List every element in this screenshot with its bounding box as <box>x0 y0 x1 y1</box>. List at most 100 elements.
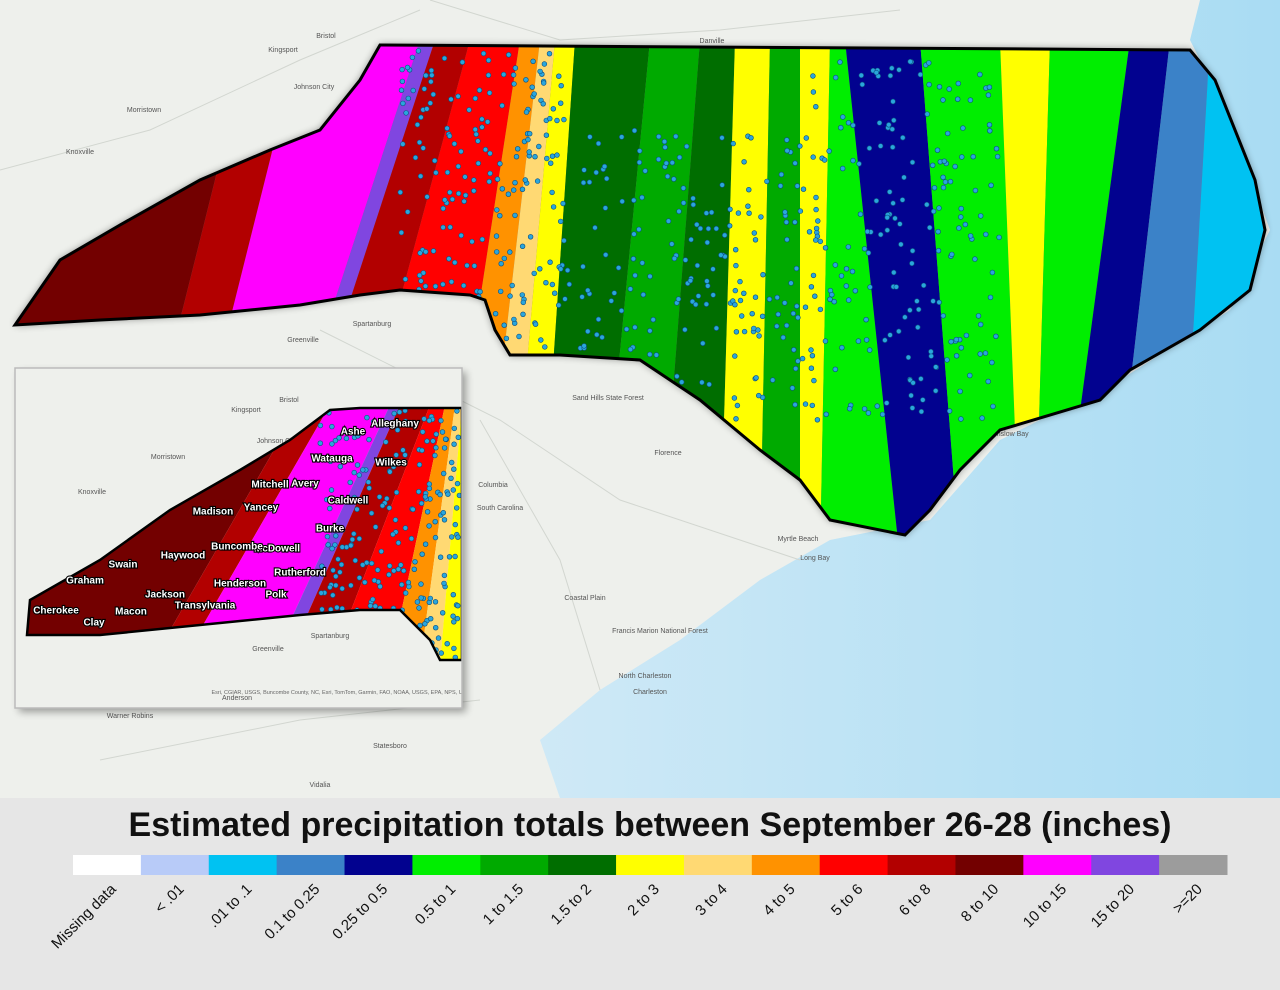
gauge-dot <box>902 314 908 320</box>
gauge-dot <box>758 214 764 220</box>
gauge-dot <box>451 425 457 432</box>
precip-band <box>180 408 390 660</box>
county-label: Swain <box>109 560 138 571</box>
gauge-dot <box>424 509 431 515</box>
gauge-dot <box>636 159 643 166</box>
gauge-dot <box>349 536 356 543</box>
gauge-dot <box>778 171 785 178</box>
gauge-dot <box>335 556 341 562</box>
gauge-dot <box>556 73 562 79</box>
gauge-dot <box>437 491 443 498</box>
gauge-dot <box>962 221 968 228</box>
gauge-dot <box>987 294 994 301</box>
inset: Bristol Kingsport Johnson City Morristown Kn… <box>15 368 462 708</box>
gauge-dot <box>956 225 962 231</box>
gauge-dot <box>401 567 407 574</box>
gauge-dot <box>810 73 816 79</box>
gauge-dot <box>333 582 339 589</box>
gauge-dot <box>501 322 507 328</box>
gauge-dot <box>498 261 504 267</box>
gauge-dot <box>811 377 817 384</box>
gauge-dot <box>940 313 946 319</box>
gauge-dot <box>647 273 653 280</box>
county-label: Ashe <box>341 427 366 438</box>
county-label: Macon <box>115 607 147 618</box>
gauge-dot <box>441 445 448 451</box>
place-label: Spartanburg <box>353 321 392 328</box>
gauge-dot <box>735 210 742 216</box>
gauge-dot <box>435 635 442 641</box>
county-label: Watauga <box>311 454 353 465</box>
gauge-dot <box>475 138 481 144</box>
gauge-dot <box>910 380 916 386</box>
gauge-dot <box>564 267 571 273</box>
gauge-dot <box>455 602 461 609</box>
gauge-dot <box>873 198 880 204</box>
gauge-dot <box>417 622 423 629</box>
gauge-dot <box>664 173 671 180</box>
precip-band <box>845 45 960 535</box>
inset-background-labels: Bristol Kingsport Johnson City Morristown Kn… <box>78 397 349 702</box>
inset-frame <box>14 367 463 709</box>
gauge-dot <box>532 321 539 327</box>
gauge-dot <box>803 135 809 141</box>
gauge-dot <box>959 154 965 160</box>
gauge-dot <box>647 351 653 358</box>
gauge-dot <box>864 228 871 235</box>
gauge-dot <box>420 429 426 435</box>
gauge-dot <box>329 441 335 447</box>
gauge-dot <box>857 211 864 217</box>
place-label: Vidalia <box>310 782 331 789</box>
gauge-dot <box>416 272 423 279</box>
gauge-dot <box>810 272 817 279</box>
gauge-dot <box>402 525 409 531</box>
gauge-dot <box>826 148 832 154</box>
gauge-dot <box>372 524 379 530</box>
gauge-dot <box>636 148 643 154</box>
gauge-dot <box>506 52 512 58</box>
gauge-dot <box>395 540 402 546</box>
gauge-dot <box>527 234 534 240</box>
gauge-dot <box>547 115 553 122</box>
gauge-dot <box>642 168 648 174</box>
legend-swatch <box>548 855 617 875</box>
gauge-dot <box>422 541 429 547</box>
gauge-dot <box>774 294 780 301</box>
gauge-dot <box>700 340 706 346</box>
gauge-dot <box>451 619 457 625</box>
gauge-dot <box>403 110 409 116</box>
gauge-dot <box>655 156 662 163</box>
gauge-dot <box>960 125 966 131</box>
gauge-dot <box>447 189 453 196</box>
gauge-dot <box>441 470 447 477</box>
gauge-dot <box>814 417 821 423</box>
gauge-dot <box>812 293 818 299</box>
gauge-dot <box>850 122 856 129</box>
legend-swatch <box>208 855 278 875</box>
gauge-dot <box>372 603 378 609</box>
gauge-dot <box>794 183 800 189</box>
gauge-dot <box>738 313 745 319</box>
gauge-dot <box>889 144 896 150</box>
gauge-dot <box>379 503 386 509</box>
gauge-dot <box>393 452 399 458</box>
gauge-dot <box>544 155 550 162</box>
county-label: Jackson <box>145 590 185 601</box>
gauge-dot <box>422 494 428 500</box>
gauge-dot <box>557 218 564 225</box>
gauge-dot <box>909 405 916 411</box>
gauge-dot <box>550 106 556 112</box>
gauge-dot <box>838 273 845 279</box>
gauge-dot <box>694 221 700 228</box>
county-label: Graham <box>66 576 104 587</box>
legend-swatch <box>1159 855 1228 875</box>
gauge-dot <box>907 307 913 313</box>
gauge-dot <box>471 263 478 269</box>
gauge-dot <box>887 332 893 338</box>
gauge-dot <box>416 462 423 468</box>
gauge-dot <box>440 224 446 231</box>
gauge-dot <box>558 82 564 89</box>
gauge-dot <box>989 359 995 366</box>
gauge-dot <box>890 98 896 105</box>
gauge-dot <box>430 248 437 254</box>
